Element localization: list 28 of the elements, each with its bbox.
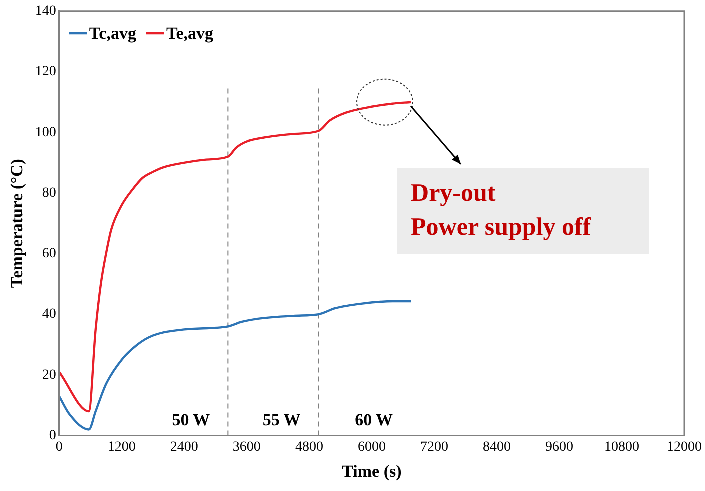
- y-axis-title: Temperature (°C): [8, 159, 27, 288]
- y-tick-label: 0: [49, 428, 56, 444]
- x-tick-label: 12000: [667, 440, 702, 455]
- y-tick-label: 120: [35, 64, 56, 80]
- line-series: [59, 101, 412, 413]
- x-tick-label: 3600: [232, 440, 261, 455]
- x-tick-label: 9600: [545, 440, 574, 455]
- x-tick-label: 6000: [358, 440, 386, 455]
- x-tick-label: 1200: [108, 440, 136, 455]
- annotation: 50 W: [172, 410, 210, 430]
- y-tick-label: 80: [42, 186, 56, 201]
- annotation: 60 W: [355, 410, 394, 430]
- x-tick-label: 7200: [420, 440, 448, 455]
- annotation: 55 W: [262, 410, 301, 430]
- x-tick-label: 4800: [295, 440, 324, 455]
- x-tick-label: 8400: [482, 440, 511, 455]
- x-axis-title: Time (s): [342, 462, 402, 482]
- y-tick-label: 20: [42, 368, 56, 383]
- y-tick-label: 40: [42, 307, 56, 322]
- x-tick-label: 2400: [170, 440, 198, 455]
- annotation: Dry-out Power supply off: [411, 180, 592, 241]
- line-series: [59, 300, 412, 431]
- y-tick-label: 60: [42, 246, 56, 262]
- x-tick-label: 10800: [604, 440, 640, 455]
- y-tick-label: 100: [35, 125, 56, 140]
- y-tick-label: 140: [35, 4, 56, 20]
- legend-label: Tc,avg: [89, 24, 137, 43]
- legend-label: Te,avg: [166, 24, 214, 43]
